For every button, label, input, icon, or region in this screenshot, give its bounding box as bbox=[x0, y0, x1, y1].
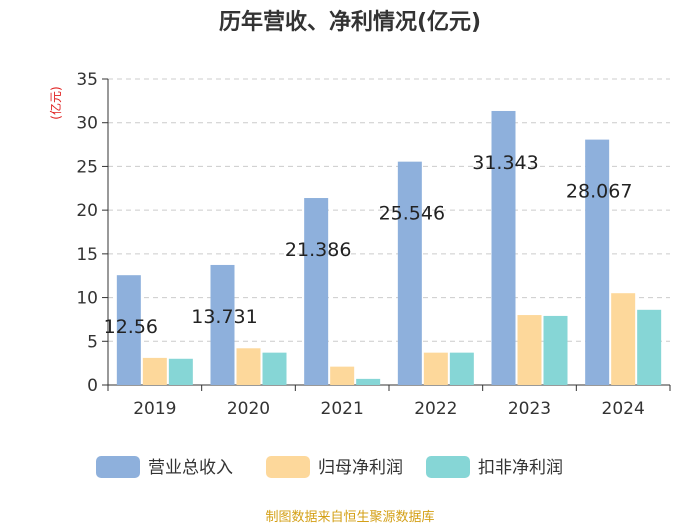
y-tick-label: 10 bbox=[76, 289, 98, 309]
chart-title: 历年营收、净利情况(亿元) bbox=[218, 10, 482, 35]
x-tick-label: 2021 bbox=[321, 399, 364, 419]
bar-1 bbox=[210, 264, 235, 385]
x-tick-label: 2019 bbox=[133, 399, 176, 419]
bars bbox=[116, 110, 662, 385]
data-label: 28.067 bbox=[566, 181, 632, 203]
data-labels: 12.56 13.731 21.386 25.546 31.343 28.067 bbox=[104, 152, 633, 338]
bar-1 bbox=[304, 198, 329, 385]
legend-swatch bbox=[426, 456, 470, 478]
data-label: 21.386 bbox=[285, 239, 351, 261]
data-label: 31.343 bbox=[472, 152, 538, 174]
bar-3 bbox=[637, 309, 662, 385]
bar-2 bbox=[236, 348, 261, 385]
legend-label: 营业总收入 bbox=[148, 458, 233, 478]
data-label: 25.546 bbox=[379, 203, 445, 225]
bar-2 bbox=[611, 293, 636, 385]
y-axis-unit-label: (亿元) bbox=[48, 86, 63, 119]
bar-3 bbox=[356, 378, 381, 385]
legend-label: 扣非净利润 bbox=[478, 458, 563, 478]
bar-2 bbox=[423, 352, 448, 385]
axes: 0 5 10 15 20 25 30 35 (亿元) 2019 2020 2021 2022 2023 20… bbox=[48, 70, 671, 419]
bar-3 bbox=[543, 315, 568, 385]
gridlines bbox=[108, 78, 670, 342]
source-note: 制图数据来自恒生聚源数据库 bbox=[265, 510, 435, 525]
y-tick-label: 30 bbox=[76, 114, 98, 134]
legend-swatch bbox=[96, 456, 140, 478]
legend: 营业总收入 归母净利润 扣非净利润 bbox=[96, 456, 563, 478]
bar-3 bbox=[168, 358, 193, 385]
legend-swatch bbox=[266, 456, 310, 478]
x-tick-label: 2022 bbox=[414, 399, 457, 419]
x-tick-label: 2023 bbox=[508, 399, 551, 419]
data-label: 13.731 bbox=[191, 306, 257, 328]
bar-3 bbox=[262, 352, 287, 385]
bar-1 bbox=[397, 161, 422, 385]
y-tick-label: 35 bbox=[76, 70, 98, 90]
bar-3 bbox=[449, 352, 474, 385]
y-tick-label: 0 bbox=[87, 376, 98, 396]
y-tick-label: 15 bbox=[76, 245, 98, 265]
bar-2 bbox=[330, 366, 355, 385]
x-tick-label: 2020 bbox=[227, 399, 270, 419]
y-tick-label: 20 bbox=[76, 201, 98, 221]
bar-2 bbox=[517, 315, 542, 385]
bar-1 bbox=[585, 139, 610, 385]
y-tick-label: 25 bbox=[76, 157, 98, 177]
x-tick-label: 2024 bbox=[602, 399, 645, 419]
y-tick-label: 5 bbox=[87, 332, 98, 352]
legend-label: 归母净利润 bbox=[318, 458, 403, 478]
bar-1 bbox=[491, 110, 516, 385]
data-label: 12.56 bbox=[104, 316, 158, 338]
bar-2 bbox=[142, 357, 167, 385]
bar-1 bbox=[116, 275, 141, 385]
